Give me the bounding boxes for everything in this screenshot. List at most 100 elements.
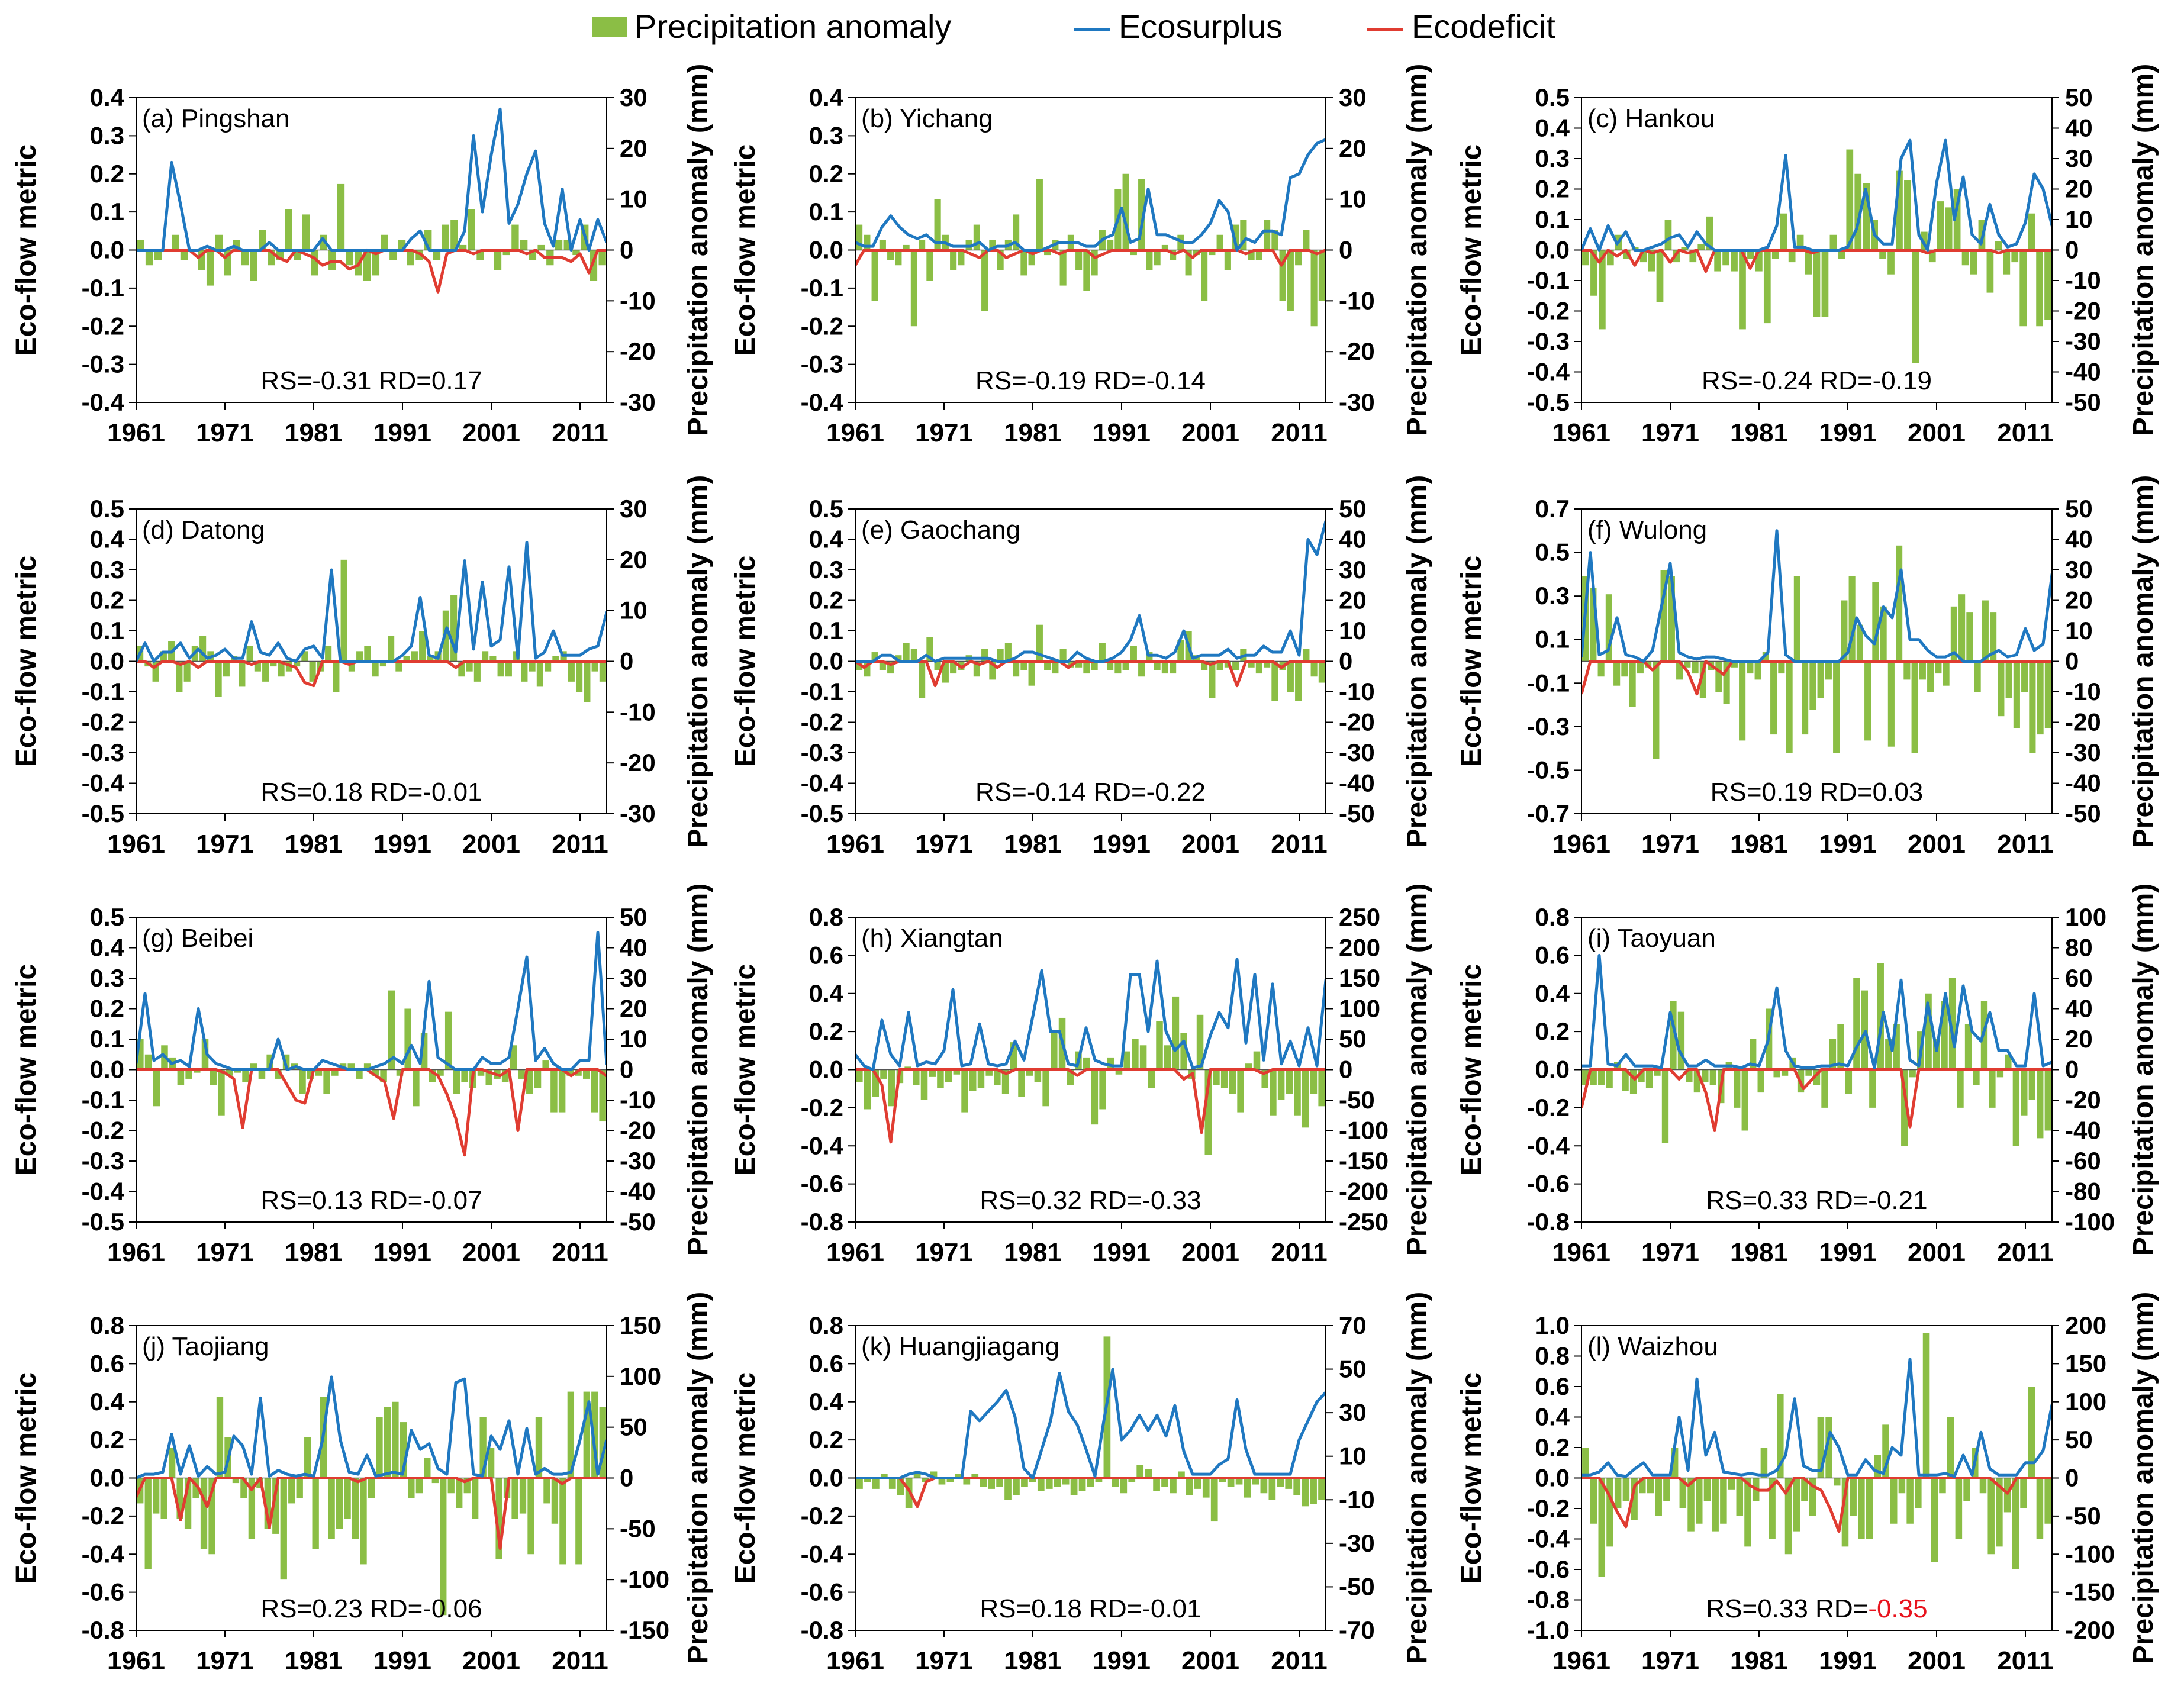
precip-bar bbox=[1180, 1033, 1187, 1070]
precip-bar bbox=[1846, 149, 1854, 250]
precip-bar bbox=[1271, 661, 1278, 701]
precip-bars bbox=[137, 183, 606, 286]
precip-bar bbox=[346, 250, 353, 266]
precip-bar bbox=[1958, 594, 1966, 662]
left-axis-title: Eco-flow metric bbox=[11, 1372, 42, 1584]
precip-bar bbox=[199, 636, 207, 662]
precip-bar bbox=[376, 1417, 383, 1478]
precip-bar bbox=[1075, 661, 1083, 668]
right-tick-label: -200 bbox=[1339, 1178, 1389, 1205]
precip-bar bbox=[1712, 1478, 1719, 1532]
left-tick-label: -0.4 bbox=[1527, 358, 1570, 386]
precip-bars bbox=[137, 1391, 606, 1616]
precip-bar bbox=[352, 1478, 359, 1539]
right-tick-label: -20 bbox=[2065, 1086, 2101, 1114]
left-tick-label: 0.5 bbox=[90, 903, 124, 931]
x-tick-label: 1991 bbox=[373, 830, 431, 859]
precip-bar bbox=[1880, 606, 1887, 662]
precip-bar bbox=[1590, 1478, 1597, 1524]
precip-bar bbox=[325, 646, 332, 662]
right-tick-label: 70 bbox=[1339, 1311, 1367, 1339]
left-tick-label: 0.2 bbox=[1535, 1433, 1570, 1461]
precip-bar bbox=[1813, 250, 1821, 317]
precip-bar bbox=[1185, 250, 1192, 276]
left-tick-label: 0.3 bbox=[90, 964, 124, 992]
precip-bar bbox=[1786, 661, 1793, 753]
stats-rd: RD=-0.01 bbox=[1089, 1594, 1201, 1623]
right-tick-label: -40 bbox=[620, 1178, 656, 1205]
left-tick-label: 0.8 bbox=[809, 1311, 843, 1339]
left-tick-label: 0.3 bbox=[1535, 582, 1570, 610]
right-tick-label: -20 bbox=[2065, 297, 2101, 325]
precip-bar bbox=[856, 1069, 863, 1082]
precip-bar bbox=[2036, 1478, 2044, 1539]
left-tick-label: 0.1 bbox=[90, 198, 124, 225]
precip-bar bbox=[1235, 1478, 1243, 1485]
precip-bar bbox=[1128, 1478, 1136, 1482]
precip-bar bbox=[411, 651, 418, 662]
precip-bar bbox=[864, 1478, 871, 1482]
x-axis: 1961 1971 1981 1991 2001 2011 bbox=[107, 402, 608, 447]
precip-bar bbox=[1285, 1478, 1293, 1489]
x-tick-label: 1981 bbox=[1730, 830, 1788, 859]
precip-bar bbox=[1671, 1448, 1679, 1478]
precip-bar bbox=[1232, 661, 1239, 670]
precip-bar bbox=[323, 1069, 330, 1094]
precip-bar bbox=[950, 250, 957, 270]
precip-bar bbox=[1744, 1478, 1751, 1547]
precip-bar bbox=[1029, 1478, 1036, 1482]
precip-bar bbox=[1219, 1478, 1226, 1482]
precip-bar bbox=[440, 1478, 447, 1616]
stats-label: RS=0.33 RD=-0.21 bbox=[1706, 1186, 1927, 1215]
precip-bar bbox=[1856, 624, 1863, 662]
left-tick-label: 0.4 bbox=[1535, 979, 1570, 1007]
precip-bar bbox=[2012, 1069, 2020, 1146]
precip-bar bbox=[1966, 612, 1973, 662]
precip-bar bbox=[302, 214, 310, 250]
precip-bar bbox=[1893, 1024, 1900, 1070]
precip-bar bbox=[1318, 1069, 1325, 1107]
precip-bar bbox=[1709, 1069, 1716, 1085]
right-tick-label: -30 bbox=[1339, 1529, 1375, 1557]
precip-bar bbox=[535, 1417, 543, 1478]
x-tick-label: 2001 bbox=[1908, 1238, 1966, 1267]
precip-bar bbox=[1998, 661, 2005, 717]
ecosurplus-line bbox=[136, 931, 607, 1071]
precip-bar bbox=[485, 1069, 493, 1085]
left-tick-label: -0.4 bbox=[801, 769, 844, 797]
right-tick-label: -100 bbox=[2065, 1208, 2115, 1236]
x-tick-label: 2001 bbox=[1181, 830, 1239, 859]
precip-bar bbox=[1986, 250, 1994, 293]
ecodeficit-line bbox=[1581, 1477, 2052, 1533]
left-tick-label: 0.2 bbox=[809, 160, 843, 188]
stats-label: RS=0.18 RD=-0.01 bbox=[980, 1594, 1201, 1623]
precip-bar bbox=[1813, 1069, 1821, 1085]
precip-bar bbox=[1887, 661, 1895, 747]
left-tick-label: 0.0 bbox=[809, 1464, 843, 1492]
precip-bar bbox=[558, 1069, 566, 1113]
precip-bar bbox=[1781, 1069, 1789, 1076]
precip-bar bbox=[1773, 1069, 1780, 1078]
left-axis: -0.5 -0.4 -0.3 -0.2 -0.1 0.0 0.1 0.20.3 0.4 0.5 bbox=[801, 495, 855, 827]
precip-bar bbox=[1947, 1417, 1954, 1478]
right-tick-label: 10 bbox=[1339, 617, 1367, 644]
series-lines bbox=[855, 1368, 1326, 1508]
precip-bar bbox=[971, 1474, 979, 1478]
precip-bar bbox=[218, 1069, 225, 1116]
precip-bar bbox=[1793, 1478, 1800, 1532]
right-tick-label: 100 bbox=[620, 1362, 661, 1390]
precip-bar bbox=[555, 240, 563, 250]
precip-bar bbox=[1802, 661, 1809, 735]
x-tick-label: 2001 bbox=[1908, 1646, 1966, 1675]
x-tick-label: 1961 bbox=[107, 418, 165, 447]
precip-bar bbox=[1661, 1069, 1669, 1143]
precip-bar bbox=[872, 1069, 880, 1097]
precip-bar bbox=[520, 240, 528, 250]
right-axis: -30 -20 -10 0 10 20 30 bbox=[1326, 83, 1375, 416]
precip-bar bbox=[1248, 250, 1255, 260]
precip-bar bbox=[472, 1478, 479, 1519]
precip-bar bbox=[1741, 1069, 1748, 1131]
left-tick-label: -0.2 bbox=[1527, 297, 1570, 325]
stats-rd: RD=0.17 bbox=[379, 366, 482, 395]
precip-bar bbox=[542, 1060, 549, 1070]
